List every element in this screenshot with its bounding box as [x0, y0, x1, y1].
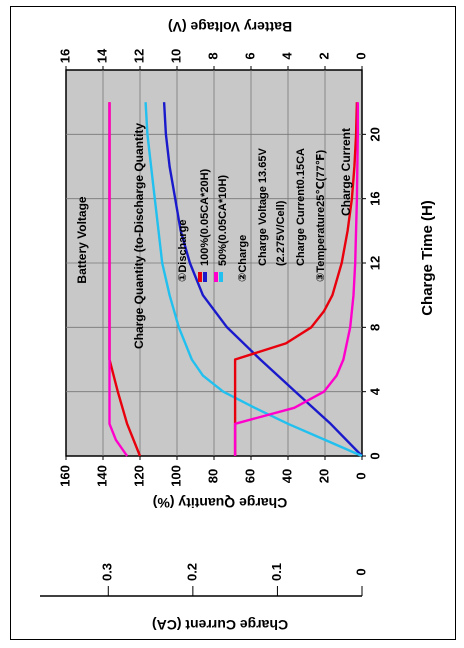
legend-charge-voltage: Charge Voltage 13.65V	[257, 148, 269, 266]
battery-voltage-annotation: Battery Voltage	[75, 196, 89, 283]
time-tick-label: 8	[367, 324, 382, 331]
quantity-tick-label: 60	[242, 469, 257, 483]
voltage-tick-label: 16	[57, 49, 72, 63]
legend-swatch-magenta	[214, 272, 218, 282]
time-tick-label: 12	[367, 256, 382, 270]
voltage-tick-label: 14	[94, 48, 109, 63]
charge-quantity-curve-3	[144, 102, 363, 458]
charge-quantity-axis: 160 140 120 100 80 60 40 20 0	[57, 456, 368, 487]
legend-discharge-50: 50%(0.05CA*10H)	[217, 175, 229, 266]
charge-current-axis-title: Charge Current (CA)	[152, 617, 288, 633]
quantity-tick-label: 40	[279, 469, 294, 483]
legend: ①Discharge 100%(0.05CA*20H) 50%(0.05CA*1…	[177, 148, 327, 282]
voltage-tick-label: 2	[316, 52, 331, 59]
quantity-tick-label: 80	[205, 469, 220, 483]
charge-quantity-curve-2	[162, 102, 363, 457]
voltage-tick-label: 0	[353, 52, 368, 59]
quantity-tick-label: 140	[94, 465, 109, 487]
quantity-tick-label: 0	[353, 472, 368, 479]
legend-charge-voltage-cell: (2.275V/Cell)	[275, 200, 287, 266]
legend-charge-current: Charge Current0.15CA	[295, 148, 307, 266]
current-tick-label: 0.3	[100, 563, 115, 581]
battery-voltage-curve-1	[108, 102, 129, 457]
charge-time-axis-title: Charge Time (H)	[419, 200, 436, 316]
voltage-tick-label: 6	[242, 52, 257, 59]
charge-quantity-axis-title: Charge Quantity (%)	[153, 495, 288, 511]
voltage-tick-label: 10	[168, 49, 183, 63]
current-tick-label: 0	[353, 568, 368, 575]
battery-voltage-axis: 16 14 12 10 8 6 4 2 0	[57, 48, 368, 70]
voltage-tick-label: 8	[205, 52, 220, 59]
legend-charge-title: ②Charge	[237, 235, 249, 282]
time-tick-label: 20	[367, 127, 382, 141]
quantity-tick-label: 20	[316, 469, 331, 483]
quantity-tick-label: 120	[131, 465, 146, 487]
legend-discharge-title: ①Discharge	[177, 219, 189, 282]
charge-quantity-annotation: Charge Quantity (to-Discharge Quantity	[132, 123, 146, 349]
legend-swatch-blue	[203, 272, 207, 282]
charge-current-curve-4	[233, 102, 359, 456]
time-tick-label: 16	[367, 191, 382, 205]
legend-discharge-100: 100%(0.05CA*20H)	[199, 168, 211, 266]
voltage-tick-label: 4	[279, 52, 294, 60]
quantity-tick-label: 100	[168, 465, 183, 487]
charge-time-axis: 0 4 8 12 16 20	[362, 127, 382, 460]
time-tick-label: 0	[367, 452, 382, 459]
legend-swatch-red	[198, 272, 202, 282]
battery-voltage-axis-title: Battery Voltage (V)	[168, 19, 292, 35]
charge-current-annotation: Charge Current	[339, 128, 353, 216]
time-tick-label: 4	[367, 387, 382, 395]
quantity-tick-label: 160	[57, 465, 72, 487]
legend-swatch-cyan	[219, 272, 223, 282]
voltage-tick-label: 12	[131, 49, 146, 63]
charge-current-axis: 0.3 0.2 0.1 0	[40, 563, 368, 597]
current-tick-label: 0.1	[269, 563, 284, 581]
series-group	[108, 102, 363, 458]
charge-current-curve-5	[233, 102, 359, 456]
current-tick-label: 0.2	[184, 563, 199, 581]
legend-temperature: ③Temperature25℃(77℉)	[315, 149, 327, 282]
